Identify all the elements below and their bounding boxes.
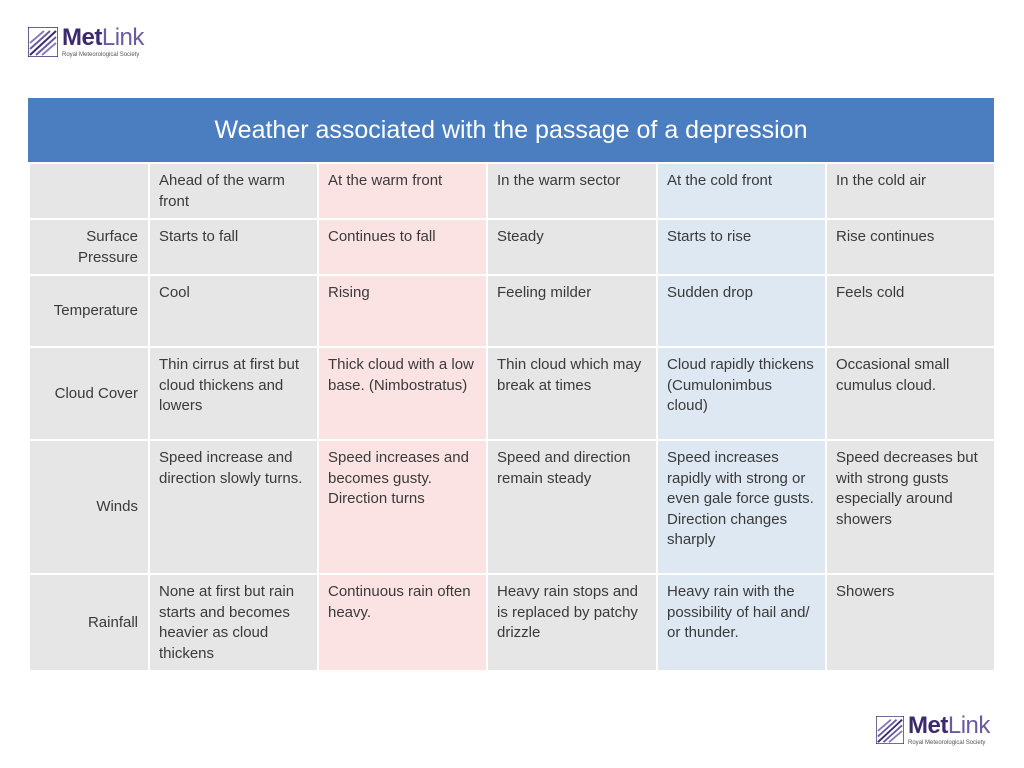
row-header-cloud-cover: Cloud Cover: [28, 346, 150, 441]
table-cell: Speed increase and direction slowly turn…: [148, 439, 319, 575]
corner-cell: [28, 162, 150, 220]
logo-brand: MetLink: [62, 24, 144, 51]
table-cell: Occasional small cumulus cloud.: [825, 346, 996, 441]
row-header-winds: Winds: [28, 439, 150, 575]
table-row: Winds Speed increase and direction slowl…: [28, 439, 996, 575]
table-row: Temperature Cool Rising Feeling milder S…: [28, 274, 996, 348]
table-cell: Heavy rain stops and is replaced by patc…: [486, 573, 658, 672]
table-cell: Speed increases rapidly with strong or e…: [656, 439, 827, 575]
table-cell: Continuous rain often heavy.: [317, 573, 488, 672]
table-row: Surface Pressure Starts to fall Continue…: [28, 218, 996, 276]
table-cell: Steady: [486, 218, 658, 276]
metlink-wave-icon: [876, 716, 904, 744]
metlink-logo-top: MetLink Royal Meteorological Society: [28, 26, 144, 58]
table-row: Cloud Cover Thin cirrus at first but clo…: [28, 346, 996, 441]
table-cell: Speed increases and becomes gusty. Direc…: [317, 439, 488, 575]
table-cell: Continues to fall: [317, 218, 488, 276]
row-header-surface-pressure: Surface Pressure: [28, 218, 150, 276]
cell-line: Direction changes sharply: [667, 510, 788, 549]
col-header-at-cold-front: At the cold front: [656, 162, 827, 220]
table-header-row: Ahead of the warm front At the warm fron…: [28, 162, 996, 220]
table-cell: Feeling milder: [486, 274, 658, 348]
logo-brand: MetLink: [908, 712, 990, 739]
logo-subtitle: Royal Meteorological Society: [908, 740, 986, 746]
table-cell: Feels cold: [825, 274, 996, 348]
row-header-rainfall: Rainfall: [28, 573, 150, 672]
col-header-ahead-warm-front: Ahead of the warm front: [148, 162, 319, 220]
table-cell: Rising: [317, 274, 488, 348]
row-header-temperature: Temperature: [28, 274, 150, 348]
table-cell: Sudden drop: [656, 274, 827, 348]
table-cell: Starts to fall: [148, 218, 319, 276]
col-header-cold-air: In the cold air: [825, 162, 996, 220]
table-cell: None at first but rain starts and become…: [148, 573, 319, 672]
table-cell: Heavy rain with the possibility of hail …: [656, 573, 827, 672]
table-cell: Cool: [148, 274, 319, 348]
depression-table: Weather associated with the passage of a…: [28, 98, 996, 672]
table-cell: Showers: [825, 573, 996, 672]
table-cell: Speed and direction remain steady: [486, 439, 658, 575]
table-cell: Thin cloud which may break at times: [486, 346, 658, 441]
table-cell: Starts to rise: [656, 218, 827, 276]
table-cell: Cloud rapidly thickens (Cumulonimbus clo…: [656, 346, 827, 441]
table-row: Rainfall None at first but rain starts a…: [28, 573, 996, 672]
table-cell: Thin cirrus at first but cloud thickens …: [148, 346, 319, 441]
table-cell: Rise continues: [825, 218, 996, 276]
logo-subtitle: Royal Meteorological Society: [62, 52, 140, 58]
cell-line: Speed increases rapidly with strong or e…: [667, 449, 814, 507]
table-title: Weather associated with the passage of a…: [28, 98, 994, 162]
col-header-warm-sector: In the warm sector: [486, 162, 658, 220]
weather-table: Ahead of the warm front At the warm fron…: [28, 162, 996, 672]
metlink-wave-icon: [28, 27, 58, 57]
col-header-at-warm-front: At the warm front: [317, 162, 488, 220]
table-cell: Speed decreases but with strong gusts es…: [825, 439, 996, 575]
metlink-logo-bottom: MetLink Royal Meteorological Society: [876, 714, 990, 746]
table-cell: Thick cloud with a low base. (Nimbostrat…: [317, 346, 488, 441]
